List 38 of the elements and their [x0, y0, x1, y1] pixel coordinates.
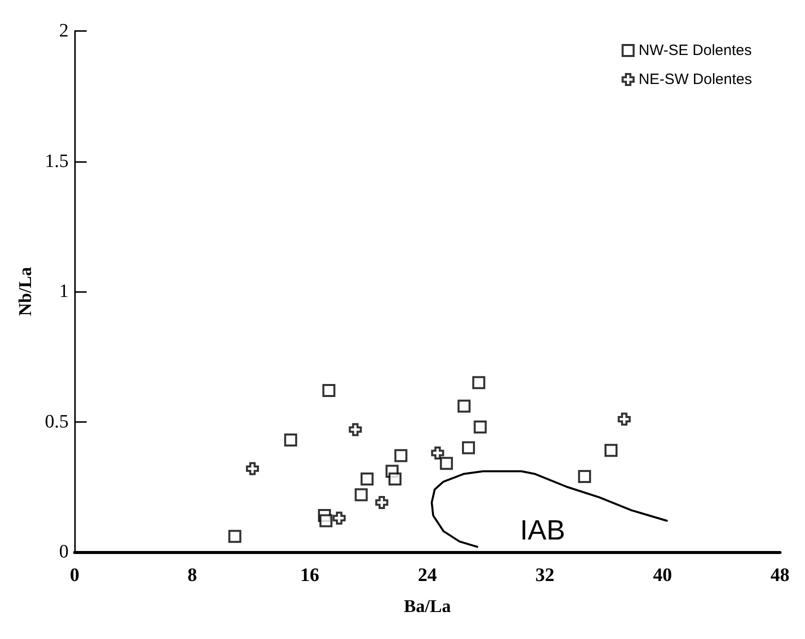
y-tick-label: 1 — [59, 281, 69, 302]
point — [394, 449, 408, 462]
annotation: IAB — [520, 514, 566, 546]
point — [375, 496, 388, 510]
point — [604, 444, 618, 457]
point — [319, 514, 332, 528]
point — [354, 488, 368, 502]
point — [618, 412, 631, 426]
point — [431, 446, 444, 460]
x-tick-label: 24 — [418, 565, 438, 586]
y-axis-title: Nb/La — [15, 266, 35, 316]
point — [388, 472, 402, 486]
point — [348, 423, 362, 436]
x-tick-label: 48 — [770, 565, 790, 586]
x-tick-label: 32 — [535, 565, 554, 586]
y-tick-label: 0.5 — [44, 411, 69, 432]
legend-label: NE-SW Dolentes — [638, 71, 752, 88]
point — [322, 384, 336, 397]
point — [360, 472, 374, 486]
point — [462, 441, 475, 454]
point — [284, 433, 298, 446]
legend-label: NW-SE Dolentes — [638, 42, 752, 59]
point — [474, 420, 487, 434]
point — [246, 462, 259, 476]
point — [228, 530, 242, 543]
y-tick-label: 0 — [59, 542, 69, 562]
point — [472, 376, 486, 390]
point — [578, 470, 592, 483]
x-axis-title: Ba/La — [404, 596, 451, 616]
y-tick-label: 1.5 — [44, 150, 69, 172]
x-tick-label: 16 — [300, 565, 320, 586]
line-series — [430, 470, 668, 548]
x-tick-label: 40 — [652, 565, 672, 586]
point — [458, 400, 471, 413]
point — [332, 512, 346, 525]
x-tick-label: 8 — [187, 565, 197, 586]
y-tick-label: 2 — [59, 20, 69, 42]
point — [440, 456, 453, 470]
